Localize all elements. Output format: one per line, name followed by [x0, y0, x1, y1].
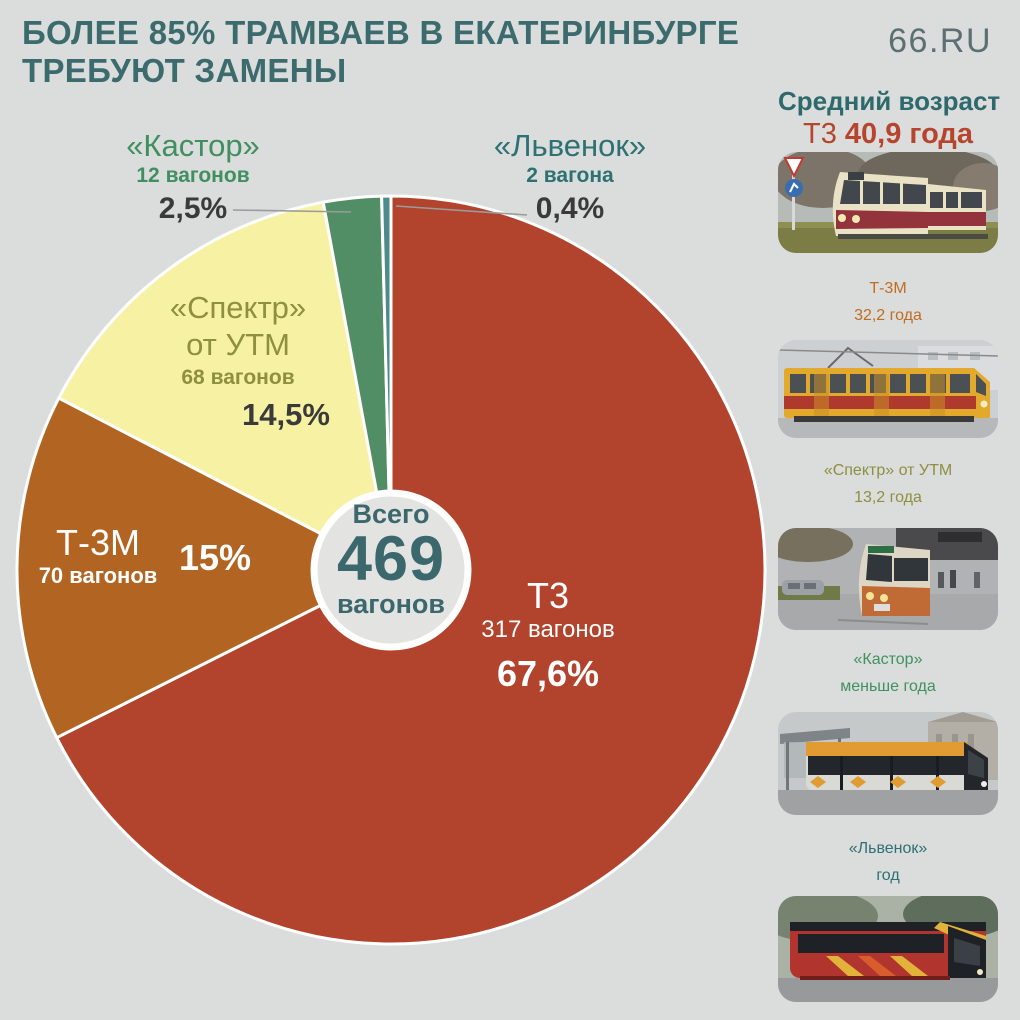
- slice-name: Т3: [526, 575, 569, 616]
- pie-slice-1: [15, 396, 393, 740]
- entry-name-kastor: «Кастор»: [853, 651, 923, 668]
- entry-age-spektr: 13,2 года: [854, 489, 922, 506]
- slice-percent-t3m: 15%: [178, 537, 252, 578]
- slice-name: «Спектр» от УТМ: [138, 289, 338, 363]
- page-title-line1: БОЛЕЕ 85% ТРАМВАЕВ В ЕКАТЕРИНБУРГЕ: [22, 14, 740, 51]
- sidebar-entry-t3: Т3 40,9 года: [778, 118, 998, 151]
- tram-photo-lvenok: [778, 896, 998, 1002]
- leader-line-lvenok: [395, 205, 528, 216]
- slice-percent: 67,6%: [496, 653, 600, 694]
- slice-name-line1: «Спектр»: [169, 290, 307, 325]
- slice-count: 68 вагонов: [181, 366, 295, 389]
- slice-name: «Львенок»: [493, 128, 647, 163]
- entry-name-t3m: Т-3М: [869, 280, 907, 297]
- slice-label-t3m: Т-3М 70 вагонов: [14, 524, 182, 588]
- donut-hole: [310, 489, 472, 651]
- slice-count: 70 вагонов: [38, 563, 158, 588]
- entry-name: Т3: [803, 118, 837, 150]
- slice-label-lvenok: «Львенок» 2 вагона 0,4%: [480, 129, 660, 225]
- slice-label-kastor: «Кастор» 12 вагонов 2,5%: [103, 129, 283, 225]
- slice-percent: 0,4%: [535, 192, 605, 225]
- slice-count: 2 вагона: [526, 164, 614, 187]
- tram-photo-t3: [778, 152, 998, 253]
- entry-name-spektr: «Спектр» от УТМ: [823, 462, 953, 479]
- entry-age-t3m: 32,2 года: [854, 307, 922, 324]
- slice-percent: 2,5%: [158, 192, 228, 225]
- slice-name-line2: от УТМ: [186, 327, 290, 362]
- total-label: Всего: [352, 499, 430, 529]
- leader-line-kastor: [232, 209, 352, 213]
- total-value: 469: [336, 524, 446, 594]
- pie-slice-4: [380, 194, 393, 572]
- sidebar-heading: Средний возраст: [778, 86, 1001, 116]
- slice-label-spektr: «Спектр» от УТМ 68 вагонов: [138, 289, 338, 389]
- tram-photo-spektr: [778, 528, 998, 630]
- page-title-line2: ТРЕБУЮТ ЗАМЕНЫ: [22, 52, 347, 89]
- entry-age-kastor: меньше года: [840, 678, 936, 695]
- entry-name-lvenok: «Львенок»: [848, 840, 928, 857]
- brand-logo: 66.RU: [888, 22, 992, 60]
- slice-count: 12 вагонов: [136, 164, 250, 187]
- slice-label-t3: Т3 317 вагонов 67,6%: [452, 577, 644, 693]
- entry-age: 40,9 года: [844, 118, 973, 150]
- page-title: БОЛЕЕ 85% ТРАМВАЕВ В ЕКАТЕРИНБУРГЕ ТРЕБУ…: [22, 14, 739, 90]
- slice-percent-spektr: 14,5%: [242, 397, 330, 432]
- slice-name: Т-3М: [56, 522, 140, 563]
- slice-count: 317 вагонов: [481, 616, 615, 643]
- entry-age-lvenok: год: [876, 867, 900, 884]
- total-unit: вагонов: [336, 589, 446, 619]
- slice-name: «Кастор»: [126, 128, 260, 163]
- tram-photo-t3m: [778, 340, 998, 438]
- pie-center-label: Всего 469 вагонов: [307, 499, 475, 619]
- tram-photo-kastor: [778, 712, 998, 815]
